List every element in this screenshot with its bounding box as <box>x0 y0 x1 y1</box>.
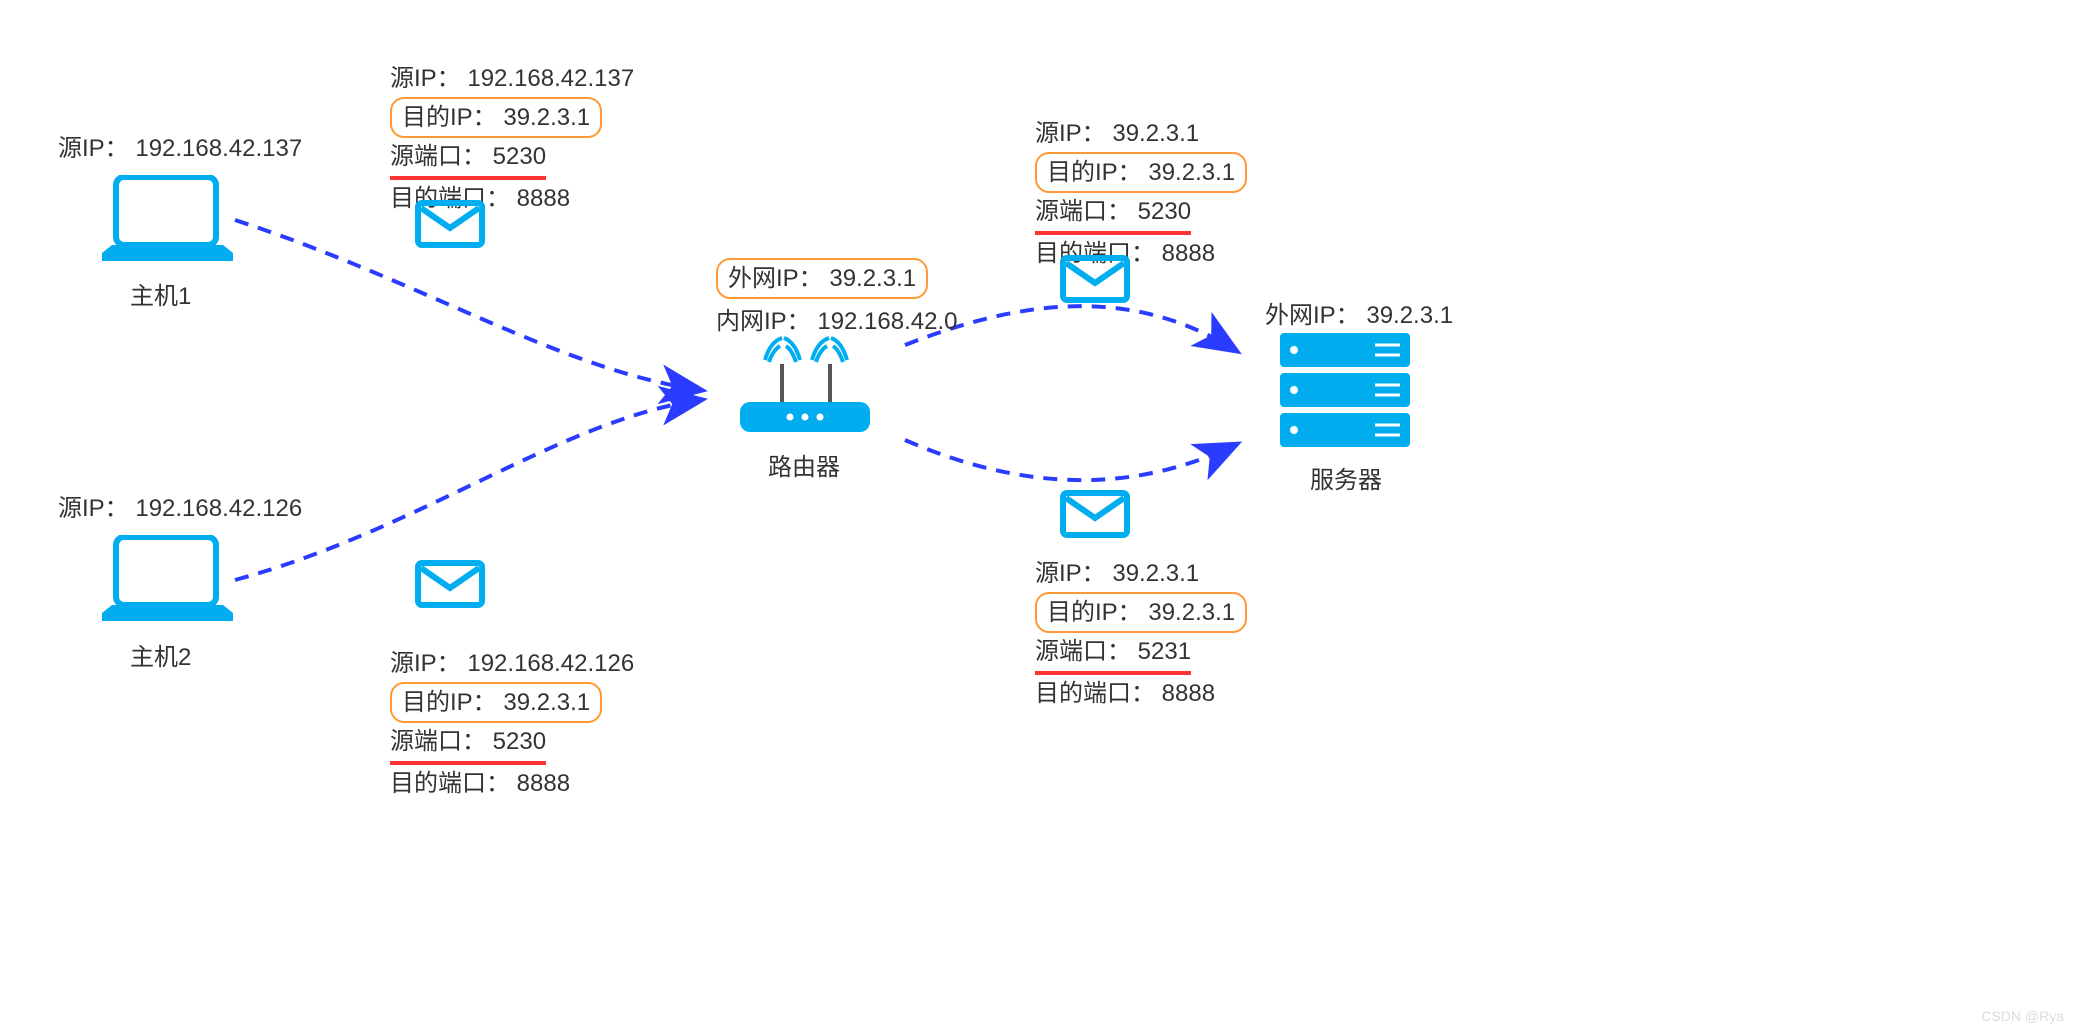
packet-info-p1: 源IP： 192.168.42.137目的IP： 39.2.3.1源端口： 52… <box>390 60 634 217</box>
host1-label: 主机1 <box>130 276 191 311</box>
laptop-icon <box>100 535 235 625</box>
packet-row: 目的端口： 8888 <box>390 765 634 802</box>
packet-row: 源端口： 5230 <box>1035 193 1247 234</box>
host1-ip-label: 源IP： 192.168.42.137 <box>58 128 302 163</box>
packet-row: 目的IP： 39.2.3.1 <box>390 97 634 138</box>
connection-arrow <box>235 400 700 580</box>
packet-row: 目的IP： 39.2.3.1 <box>390 682 634 723</box>
envelope-icon <box>1060 255 1130 303</box>
connection-arrow <box>905 440 1235 480</box>
router-icon <box>730 330 880 440</box>
router-label: 路由器 <box>768 447 840 482</box>
packet-row: 源端口： 5230 <box>390 138 634 179</box>
router-wan-label: 外网IP： 39.2.3.1 <box>716 258 928 299</box>
server-ip-label: 外网IP： 39.2.3.1 <box>1265 295 1453 330</box>
server-label: 服务器 <box>1310 460 1382 495</box>
packet-row: 源IP： 39.2.3.1 <box>1035 555 1247 592</box>
laptop-icon <box>100 175 235 265</box>
watermark: CSDN @Rya <box>1981 1008 2064 1024</box>
host2-ip-label: 源IP： 192.168.42.126 <box>58 488 302 523</box>
packet-row: 目的IP： 39.2.3.1 <box>1035 152 1247 193</box>
packet-info-p4: 源IP： 39.2.3.1目的IP： 39.2.3.1源端口： 5231目的端口… <box>1035 555 1247 712</box>
server-icon <box>1280 333 1410 448</box>
envelope-icon <box>415 560 485 608</box>
packet-info-p3: 源IP： 39.2.3.1目的IP： 39.2.3.1源端口： 5230目的端口… <box>1035 115 1247 272</box>
envelope-icon <box>415 200 485 248</box>
router-labels: 外网IP： 39.2.3.1 内网IP： 192.168.42.0 <box>716 258 957 340</box>
packet-row: 源IP： 39.2.3.1 <box>1035 115 1247 152</box>
packet-row: 源IP： 192.168.42.126 <box>390 645 634 682</box>
packet-info-p2: 源IP： 192.168.42.126目的IP： 39.2.3.1源端口： 52… <box>390 645 634 802</box>
packet-row: 源端口： 5230 <box>390 723 634 764</box>
packet-row: 源IP： 192.168.42.137 <box>390 60 634 97</box>
packet-row: 源端口： 5231 <box>1035 633 1247 674</box>
host2-label: 主机2 <box>130 637 191 672</box>
packet-row: 目的端口： 8888 <box>1035 675 1247 712</box>
diagram-canvas: 源IP： 192.168.42.137 主机1 源IP： 192.168.42.… <box>0 0 2076 1030</box>
packet-row: 目的IP： 39.2.3.1 <box>1035 592 1247 633</box>
envelope-icon <box>1060 490 1130 538</box>
